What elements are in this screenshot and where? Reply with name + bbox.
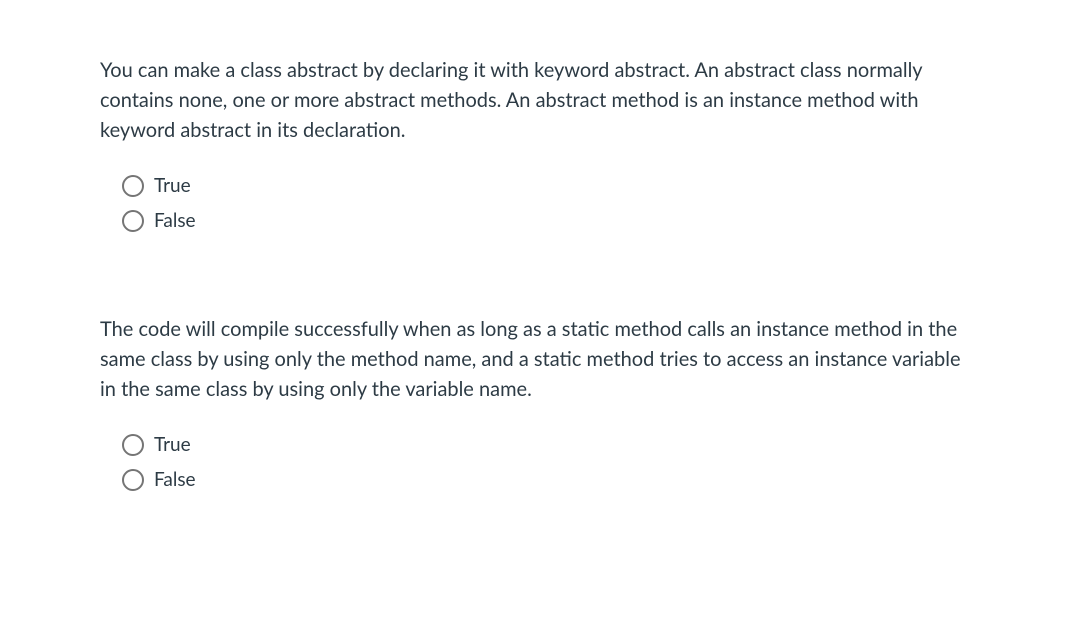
question-options: True False (100, 432, 979, 493)
radio-icon[interactable] (122, 434, 144, 456)
option-label: True (154, 173, 191, 200)
radio-icon[interactable] (122, 210, 144, 232)
option-row-true[interactable]: True (122, 432, 979, 459)
option-label: True (154, 432, 191, 459)
question-block-2: The code will compile successfully when … (100, 314, 979, 493)
question-text: You can make a class abstract by declari… (100, 55, 979, 145)
option-row-true[interactable]: True (122, 173, 979, 200)
option-label: False (154, 208, 196, 235)
question-block-1: You can make a class abstract by declari… (100, 55, 979, 234)
option-label: False (154, 467, 196, 494)
radio-icon[interactable] (122, 175, 144, 197)
question-text: The code will compile successfully when … (100, 314, 979, 404)
option-row-false[interactable]: False (122, 208, 979, 235)
question-options: True False (100, 173, 979, 234)
radio-icon[interactable] (122, 469, 144, 491)
option-row-false[interactable]: False (122, 467, 979, 494)
